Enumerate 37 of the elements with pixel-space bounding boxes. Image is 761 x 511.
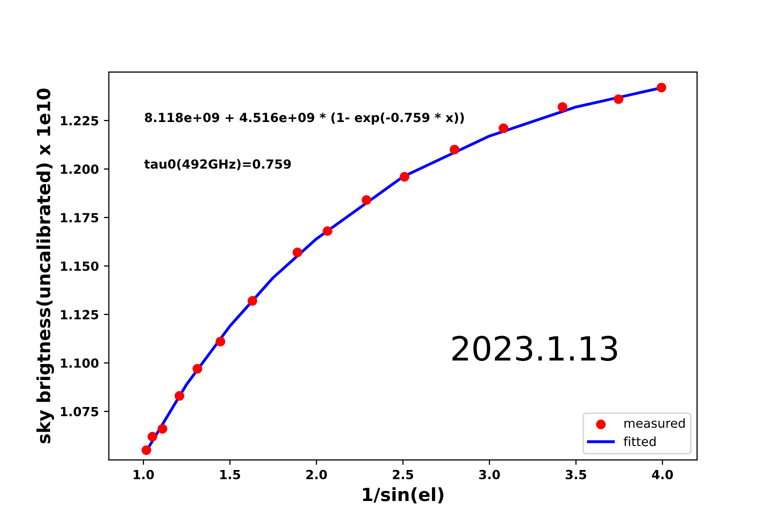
x-tick-label: 3.0 bbox=[479, 470, 500, 480]
annotation: tau0(492GHz)=0.759 bbox=[144, 159, 291, 170]
y-tick-label: 1.100 bbox=[60, 358, 99, 368]
y-axis-title: sky brigtness(uncalibrated) x 1e10 bbox=[36, 88, 54, 444]
y-tick-label: 1.125 bbox=[60, 310, 98, 320]
point bbox=[322, 226, 332, 236]
point bbox=[656, 82, 666, 92]
y-tick-label: 1.075 bbox=[60, 406, 98, 416]
x-tick-label: 1.5 bbox=[220, 470, 240, 480]
y-tick-label: 1.200 bbox=[60, 164, 99, 174]
point bbox=[248, 296, 258, 306]
point bbox=[558, 102, 568, 112]
point bbox=[362, 195, 372, 205]
x-tick-label: 4.0 bbox=[652, 470, 673, 480]
point bbox=[614, 94, 624, 104]
point bbox=[148, 432, 158, 442]
point bbox=[142, 445, 152, 456]
point bbox=[450, 144, 460, 154]
y-tick-label: 1.150 bbox=[60, 261, 99, 271]
point bbox=[174, 391, 184, 401]
annotation: 8.118e+09 + 4.516e+09 * (1- exp(-0.759 * x)) bbox=[144, 112, 464, 125]
y-tick-label: 1.175 bbox=[60, 213, 98, 222]
point bbox=[158, 424, 168, 434]
point bbox=[292, 248, 302, 258]
x-tick-label: 1.0 bbox=[134, 470, 154, 480]
y-tick-label: 1.225 bbox=[60, 116, 98, 126]
x-tick-label: 2.0 bbox=[306, 470, 327, 480]
x-tick-label: 2.5 bbox=[392, 470, 414, 480]
annotation: 2023.1.13 bbox=[452, 336, 617, 361]
point bbox=[192, 364, 202, 374]
point bbox=[216, 336, 226, 346]
legend-label: fitted bbox=[624, 436, 656, 446]
legend-label: measured bbox=[624, 418, 685, 428]
x-axis-title: 1/sin(el) bbox=[363, 487, 444, 504]
x-tick-label: 3.5 bbox=[566, 470, 586, 480]
point bbox=[498, 123, 508, 134]
point bbox=[400, 172, 410, 182]
